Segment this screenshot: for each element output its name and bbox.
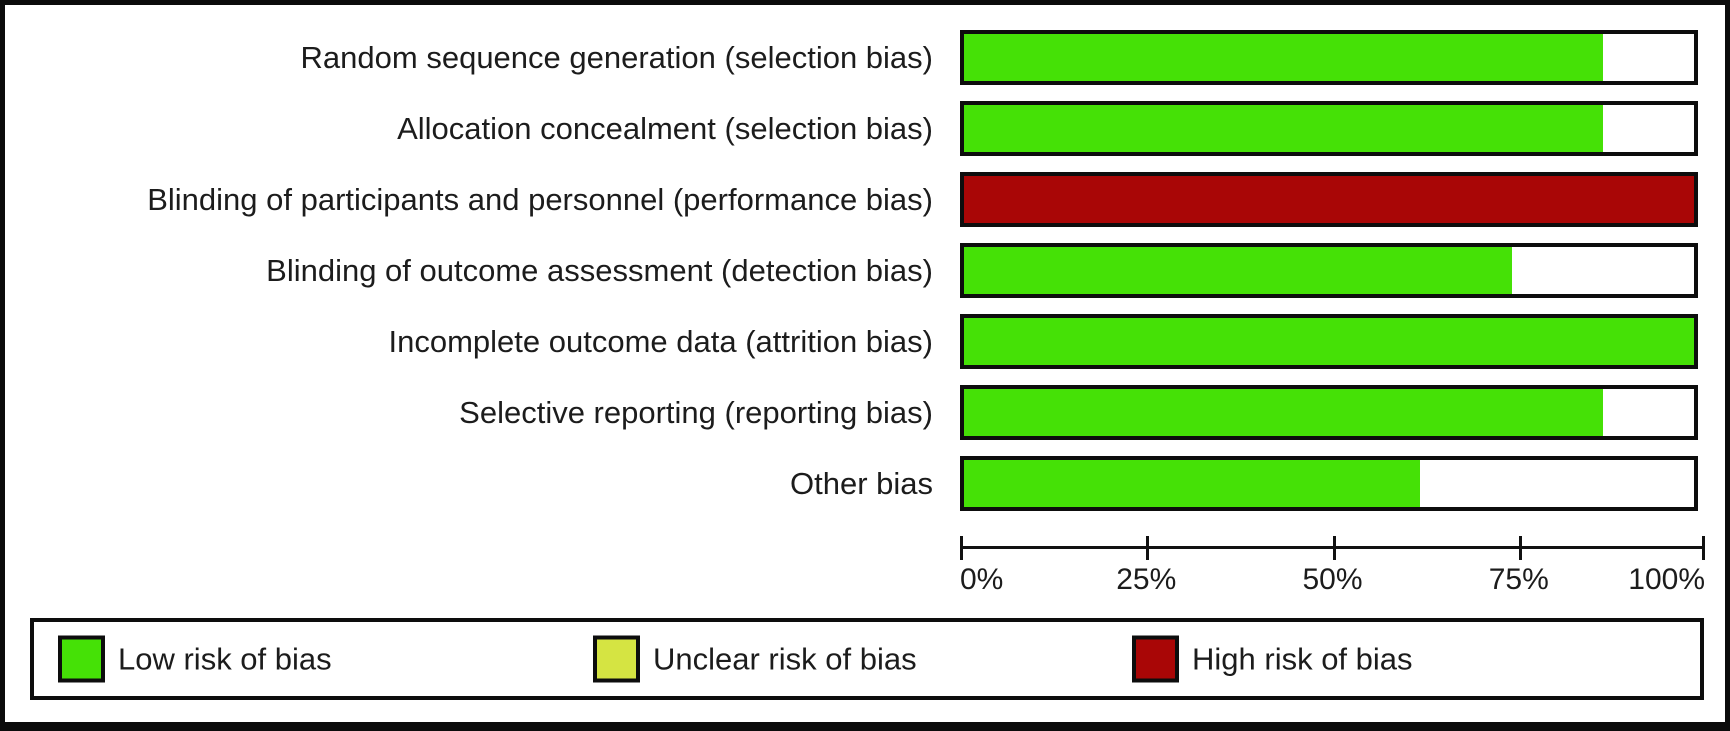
bar-row: Blinding of outcome assessment (detectio…	[5, 243, 1725, 298]
x-axis: 0% 25% 50% 75% 100%	[960, 536, 1705, 608]
x-axis-tick	[960, 536, 963, 560]
x-axis-tick-label: 50%	[1302, 563, 1363, 596]
x-axis-tick	[1518, 536, 1522, 560]
legend-label-unclear: Unclear risk of bias	[653, 641, 917, 676]
bar-segment-low	[964, 318, 1694, 365]
bar-track	[960, 314, 1698, 369]
legend-label-high: High risk of bias	[1192, 641, 1413, 676]
x-axis-tick	[1146, 536, 1150, 560]
bar-segment-low	[964, 389, 1603, 436]
bar-row: Incomplete outcome data (attrition bias)	[5, 314, 1725, 369]
bar-row: Selective reporting (reporting bias)	[5, 385, 1725, 440]
bar-segment-low	[964, 105, 1603, 152]
category-label: Allocation concealment (selection bias)	[397, 111, 933, 146]
bar-track	[960, 30, 1698, 85]
bar-track	[960, 456, 1698, 511]
category-label: Incomplete outcome data (attrition bias)	[388, 324, 934, 359]
category-label: Blinding of outcome assessment (detectio…	[266, 253, 933, 288]
bar-segment-low	[964, 34, 1603, 81]
bar-rows: Random sequence generation (selection bi…	[5, 30, 1725, 511]
category-label: Blinding of participants and personnel (…	[147, 182, 933, 217]
bar-track	[960, 172, 1698, 227]
x-axis-tick-label: 75%	[1488, 563, 1549, 596]
legend-entry-unclear: Unclear risk of bias	[593, 635, 917, 683]
bar-row: Random sequence generation (selection bi…	[5, 30, 1725, 85]
bar-row: Blinding of participants and personnel (…	[5, 172, 1725, 227]
legend-swatch-high	[1132, 635, 1179, 683]
legend: Low risk of bias Unclear risk of bias Hi…	[30, 618, 1704, 700]
legend-entry-high: High risk of bias	[1132, 635, 1413, 683]
bar-track	[960, 101, 1698, 156]
x-axis-tick	[1332, 536, 1336, 560]
category-label: Selective reporting (reporting bias)	[459, 395, 933, 430]
bar-row: Other bias	[5, 456, 1725, 511]
bar-segment-low	[964, 247, 1512, 294]
category-label: Other bias	[789, 466, 933, 501]
x-axis-tick-label: 0%	[960, 563, 1004, 596]
bar-row: Allocation concealment (selection bias)	[5, 101, 1725, 156]
bar-track	[960, 243, 1698, 298]
bar-segment-low	[964, 460, 1421, 507]
legend-label-low: Low risk of bias	[118, 641, 332, 676]
x-axis-tick-label: 25%	[1116, 563, 1177, 596]
bar-track	[960, 385, 1698, 440]
category-label: Random sequence generation (selection bi…	[300, 40, 933, 75]
bar-segment-high	[964, 176, 1694, 223]
x-axis-tick	[1702, 536, 1705, 560]
legend-swatch-unclear	[593, 635, 640, 683]
legend-swatch-low	[58, 635, 105, 683]
legend-entry-low: Low risk of bias	[58, 635, 332, 683]
x-axis-tick-label: 100%	[1628, 563, 1705, 596]
